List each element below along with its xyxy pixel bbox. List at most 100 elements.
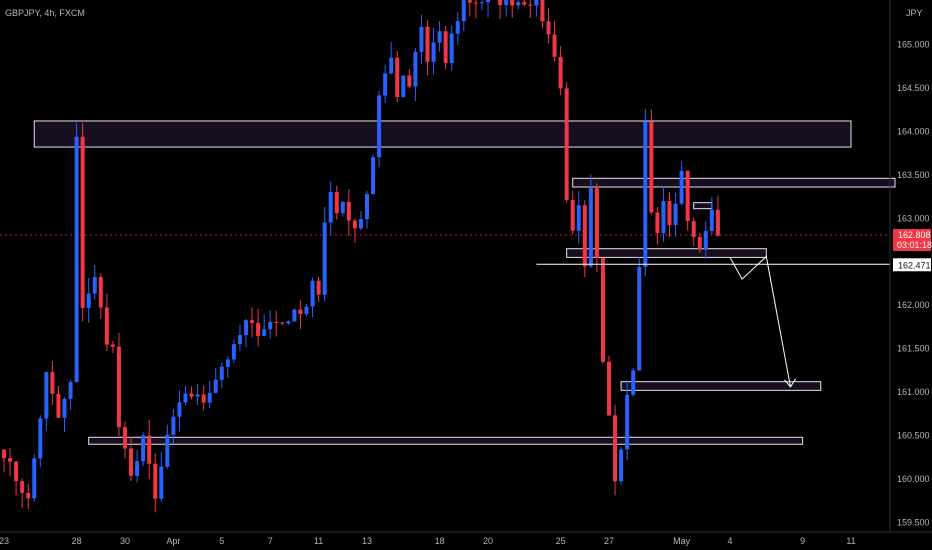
candle-body <box>340 201 345 214</box>
svg-text:03:01:18: 03:01:18 <box>897 240 932 250</box>
candle-body <box>600 257 605 362</box>
svg-text:162.808: 162.808 <box>898 230 931 240</box>
candle-body <box>455 21 460 34</box>
candle-body <box>413 51 418 87</box>
price-tick-label: 165.000 <box>897 40 930 50</box>
candle-body <box>116 346 121 428</box>
candle-body <box>298 309 303 315</box>
price-tick-label: 163.500 <box>897 170 930 180</box>
candle-body <box>147 435 152 464</box>
candle-body <box>334 192 339 214</box>
candle-body <box>292 309 297 322</box>
candle-body <box>189 393 194 397</box>
candle-body <box>250 320 255 323</box>
price-tick-label: 161.000 <box>897 387 930 397</box>
candle-body <box>14 461 19 482</box>
candle-body <box>467 0 472 3</box>
candle-body <box>86 293 91 308</box>
candle-body <box>237 335 242 345</box>
candle-body <box>195 394 200 397</box>
current-price-badge: 162.808 03:01:18 <box>893 228 932 251</box>
candle-body <box>643 121 648 267</box>
candle-body <box>389 57 394 74</box>
candle-body <box>129 448 134 476</box>
candle-body <box>679 170 684 204</box>
candle-body <box>655 212 660 234</box>
candle-body <box>207 392 212 403</box>
projection-path[interactable] <box>729 255 791 387</box>
candle-body <box>262 329 267 336</box>
candle-body <box>407 75 412 87</box>
candle-body <box>516 2 521 6</box>
zone-box[interactable] <box>693 202 713 210</box>
candle-body <box>268 321 273 330</box>
candle-body <box>528 4 533 6</box>
candle-body <box>280 322 285 324</box>
time-axis[interactable]: 23 28 30 Apr 5 7 11 13 18 20 25 27 May 4 9 11 <box>0 531 932 546</box>
candle-body <box>104 307 109 345</box>
time-tick-label: 11 <box>314 536 323 546</box>
currency-label: JPY <box>906 8 923 18</box>
price-tick-label: 164.000 <box>897 126 930 136</box>
zone-box[interactable] <box>33 120 852 148</box>
zone-box[interactable] <box>572 177 896 188</box>
symbol-title: GBPJPY, 4h, FXCM <box>5 8 85 18</box>
time-tick-label: 20 <box>483 536 493 546</box>
candle-body <box>80 136 85 308</box>
candle-body <box>510 0 515 6</box>
candle-body <box>110 344 115 347</box>
candle-body <box>328 192 333 223</box>
zone-box[interactable] <box>620 381 822 391</box>
time-tick-label: Apr <box>166 536 180 546</box>
candle-body <box>123 427 127 449</box>
candle-body <box>425 26 430 62</box>
time-tick-label: 18 <box>435 536 445 546</box>
candle-body <box>62 398 67 418</box>
candle-body <box>431 42 436 62</box>
candle-body <box>177 402 182 417</box>
time-tick-label: 9 <box>800 536 805 546</box>
zone-box[interactable] <box>88 436 804 445</box>
zones-layer <box>33 120 896 445</box>
candle-body <box>38 418 43 459</box>
candle-body <box>631 370 636 395</box>
candle-body <box>92 276 97 294</box>
candle-body <box>546 21 551 35</box>
candle-body <box>159 466 164 499</box>
candle-body <box>625 394 630 450</box>
candle-body <box>667 201 672 226</box>
candle-body <box>371 157 376 194</box>
candle-body <box>141 435 146 462</box>
candle-body <box>534 0 539 6</box>
candle-body <box>401 75 406 98</box>
candle-body <box>213 379 218 393</box>
time-tick-label: 30 <box>120 536 130 546</box>
candle-body <box>691 221 696 237</box>
candle-body <box>619 449 624 482</box>
candle-body <box>540 0 545 22</box>
candle-body <box>231 344 236 360</box>
candle-body <box>637 266 642 371</box>
time-tick-label: 13 <box>362 536 372 546</box>
candle-body <box>504 0 509 6</box>
price-tick-label: 164.500 <box>897 83 930 93</box>
zone-box[interactable] <box>566 248 767 258</box>
projection-arrowhead <box>784 378 796 388</box>
candle-body <box>649 121 654 213</box>
candle-body <box>322 222 327 295</box>
candle-body <box>498 0 503 6</box>
candle-body <box>2 449 6 459</box>
candle-body <box>365 193 369 220</box>
time-tick-label: 28 <box>72 536 82 546</box>
time-tick-label: May <box>673 536 691 546</box>
candle-body <box>56 393 61 418</box>
price-axis[interactable]: 159.500 160.000 160.500 161.000 161.500 162.0… <box>889 0 930 532</box>
candle-body <box>558 56 563 89</box>
candle-body <box>607 361 611 416</box>
time-tick-label: 7 <box>268 536 273 546</box>
candle-body <box>98 276 103 308</box>
candle-body <box>395 57 400 98</box>
price-tick-label: 160.000 <box>897 474 930 484</box>
